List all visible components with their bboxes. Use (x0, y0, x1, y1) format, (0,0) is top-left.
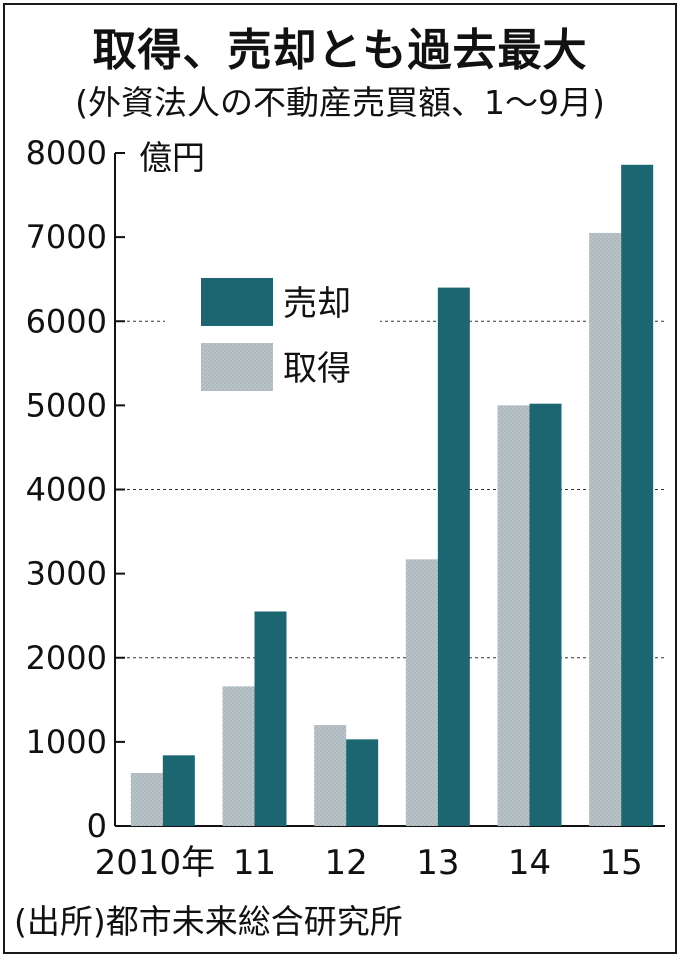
x-tick-label: 12 (325, 843, 368, 883)
bar-acquisition (314, 725, 347, 826)
y-tick-label: 2000 (26, 639, 107, 677)
y-tick-label: 3000 (26, 555, 107, 593)
bar-acquisition (222, 686, 255, 826)
bar-sale (162, 755, 195, 826)
y-tick-label: 0 (87, 807, 107, 845)
bar-sale (254, 611, 287, 826)
legend-label-acquisition: 取得 (283, 349, 351, 389)
bar-acquisition (405, 559, 438, 826)
legend-label-sale: 売却 (283, 284, 351, 324)
x-tick-label: 14 (508, 843, 551, 883)
x-tick-label: 13 (416, 843, 459, 883)
bar-acquisition (497, 405, 530, 826)
bar-sale (529, 403, 562, 826)
y-tick-label: 6000 (26, 302, 107, 340)
y-tick-label: 1000 (26, 723, 107, 761)
legend-swatch-acquisition (201, 343, 273, 391)
y-tick-label: 5000 (26, 386, 107, 424)
chart-title: 取得、売却とも過去最大 (92, 25, 588, 76)
bar-sale (437, 287, 470, 827)
x-tick-label: 2010年 (95, 843, 216, 883)
x-tick-label: 15 (600, 843, 643, 883)
y-tick-label: 8000 (26, 134, 107, 172)
bar-acquisition (130, 773, 163, 826)
y-tick-label: 7000 (26, 218, 107, 256)
chart-frame (3, 3, 677, 954)
bar-sale (346, 739, 379, 826)
x-tick-label: 11 (233, 843, 276, 883)
bar-acquisition (589, 232, 622, 826)
legend-swatch-sale (201, 278, 273, 326)
chart-subtitle: (外資法人の不動産売買額、1〜9月) (75, 83, 605, 122)
bar-sale (621, 164, 654, 827)
source-note: (出所)都市未来総合研究所 (14, 902, 403, 941)
y-tick-label: 4000 (26, 471, 107, 509)
unit-label: 億円 (139, 138, 205, 177)
